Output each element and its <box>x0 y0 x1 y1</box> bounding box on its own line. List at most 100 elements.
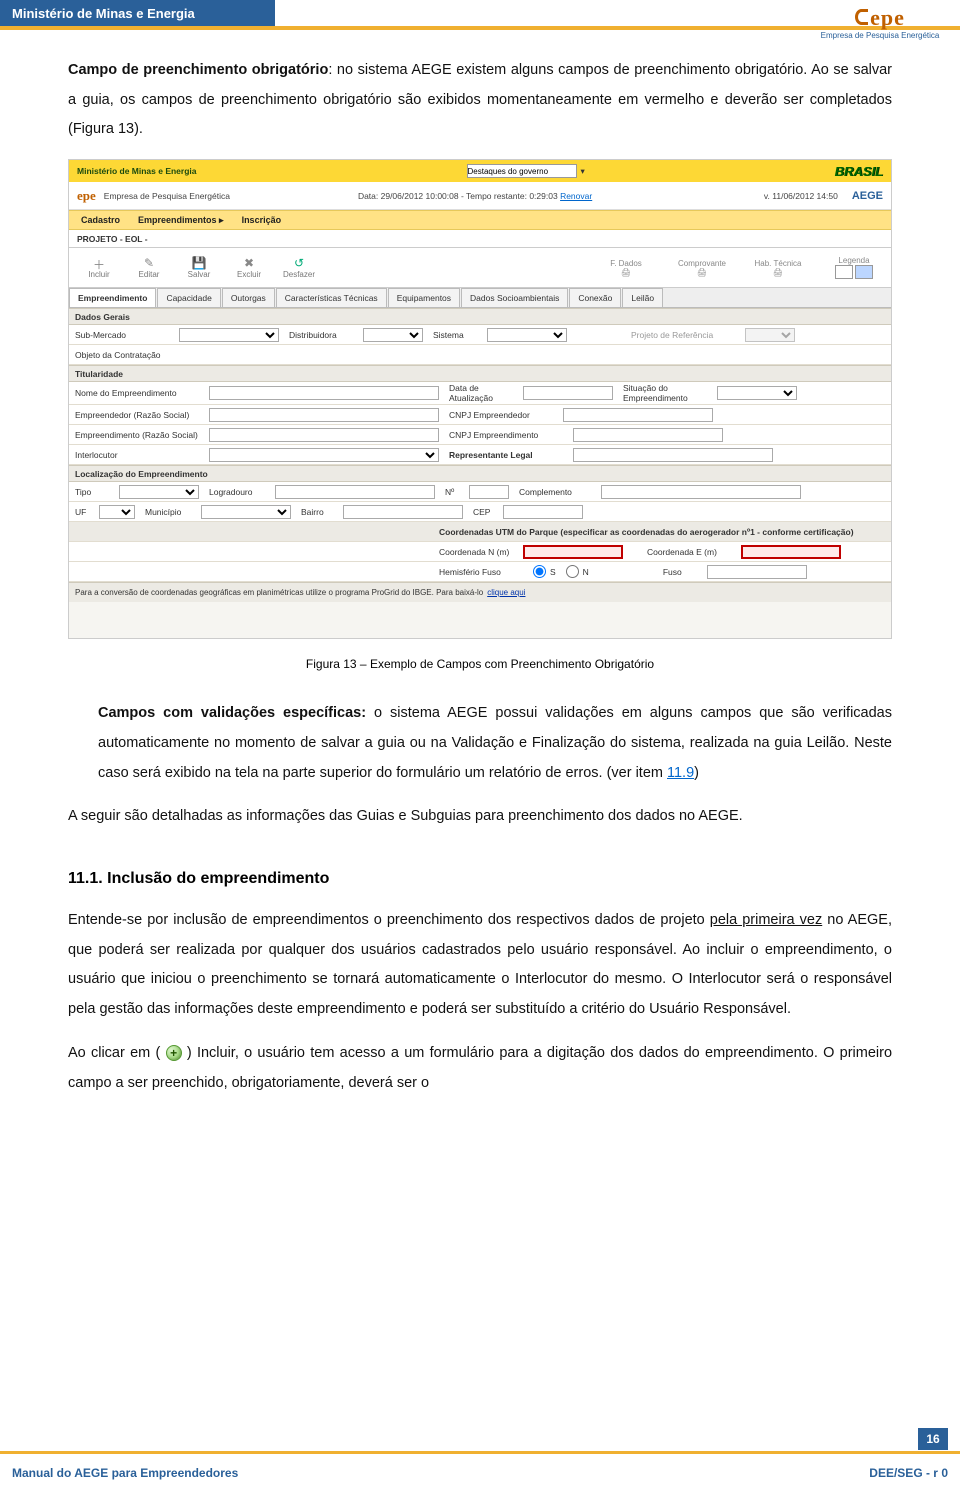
row-hemi: Hemisfério Fuso S N Fuso <box>69 562 891 582</box>
para2-link[interactable]: 11.9 <box>667 765 694 781</box>
footer-right: DEE/SEG - r 0 <box>869 1466 948 1480</box>
sel-submerc[interactable] <box>179 328 279 342</box>
in-cnpj2[interactable] <box>573 428 723 442</box>
in-bairro[interactable] <box>343 505 463 519</box>
sec-dados-gerais: Dados Gerais <box>69 308 891 325</box>
gov-title: Ministério de Minas e Energia <box>77 166 197 176</box>
in-cnpj1[interactable] <box>563 408 713 422</box>
lbl-hs: S <box>550 567 556 577</box>
in-dataatu[interactable] <box>523 386 613 400</box>
header-accent-line <box>0 26 960 30</box>
lbl-cep: CEP <box>473 507 499 517</box>
lbl-salvar: Salvar <box>188 270 211 279</box>
figure-caption: Figura 13 – Exemplo de Campos com Preenc… <box>68 657 892 671</box>
tab-capac[interactable]: Capacidade <box>157 288 220 307</box>
row-uf: UF Município Bairro CEP <box>69 502 891 522</box>
sel-situ[interactable] <box>717 386 797 400</box>
row-razao1: Empreendedor (Razão Social) CNPJ Empreen… <box>69 405 891 425</box>
lbl-interl: Interlocutor <box>75 450 205 460</box>
btn-habtec[interactable]: Hab. Técnica🖨 <box>749 259 807 277</box>
tab-socio[interactable]: Dados Socioambientais <box>461 288 568 307</box>
btn-incluir[interactable]: ＋Incluir <box>77 256 121 279</box>
sel-projref <box>745 328 795 342</box>
sel-sist[interactable] <box>487 328 567 342</box>
radio-hemi-s[interactable] <box>533 565 546 578</box>
lbl-bairro: Bairro <box>301 507 339 517</box>
in-razao2[interactable] <box>209 428 439 442</box>
lbl-cnpj2: CNPJ Empreendimento <box>449 430 569 440</box>
project-bar: PROJETO - EOL - <box>69 230 891 248</box>
gov-combo-input[interactable] <box>467 164 577 178</box>
toolbar: ＋Incluir ✎Editar 💾Salvar ✖Excluir ↺Desfa… <box>69 248 891 288</box>
btn-editar[interactable]: ✎Editar <box>127 256 171 279</box>
tab-outorgas[interactable]: Outorgas <box>222 288 275 307</box>
lbl-logr: Logradouro <box>209 487 271 497</box>
lbl-comprov: Comprovante <box>678 259 726 268</box>
in-repleg[interactable] <box>573 448 773 462</box>
data-line-text: Data: 29/06/2012 10:00:08 - Tempo restan… <box>358 191 558 201</box>
lbl-projref: Projeto de Referência <box>631 330 741 340</box>
lbl-fuso: Fuso <box>663 567 703 577</box>
sel-interl[interactable] <box>209 448 439 462</box>
row-interl: Interlocutor Representante Legal <box>69 445 891 465</box>
sel-uf[interactable] <box>99 505 135 519</box>
renovar-link[interactable]: Renovar <box>560 191 592 201</box>
lbl-num: Nº <box>445 487 465 497</box>
form-zone: Dados Gerais Sub-Mercado Distribuidora S… <box>69 308 891 602</box>
lbl-repleg: Representante Legal <box>449 450 569 460</box>
in-fuso[interactable] <box>707 565 807 579</box>
btn-salvar[interactable]: 💾Salvar <box>177 256 221 279</box>
page-number-box: 16 <box>918 1428 948 1450</box>
lbl-situ: Situação do Empreendimento <box>623 383 713 403</box>
footnote-bar: Para a conversão de coordenadas geográfi… <box>69 582 891 602</box>
lbl-munic: Município <box>145 507 197 517</box>
gov-combo-arrow[interactable]: ▾ <box>581 166 585 177</box>
lbl-hemi: Hemisfério Fuso <box>439 567 529 577</box>
lbl-cnpj1: CNPJ Empreendedor <box>449 410 559 420</box>
in-logr[interactable] <box>275 485 435 499</box>
in-razao1[interactable] <box>209 408 439 422</box>
swatch-blue <box>855 265 873 279</box>
row-tipo: Tipo Logradouro Nº Complemento <box>69 482 891 502</box>
menu-inscricao[interactable]: Inscrição <box>242 215 282 225</box>
lbl-nomeemp: Nome do Empreendimento <box>75 388 205 398</box>
tab-empreend[interactable]: Empreendimento <box>69 288 156 307</box>
footnote-link[interactable]: clique aqui <box>487 588 525 597</box>
menu-empreend[interactable]: Empreendimentos ▸ <box>138 215 224 226</box>
tab-leilao[interactable]: Leilão <box>622 288 663 307</box>
sel-tipo[interactable] <box>119 485 199 499</box>
sel-distr[interactable] <box>363 328 423 342</box>
btn-desfazer[interactable]: ↺Desfazer <box>277 256 321 279</box>
in-compl[interactable] <box>601 485 801 499</box>
swatch-grey <box>835 265 853 279</box>
footer-left: Manual do AEGE para Empreendedores <box>12 1466 238 1480</box>
footer-accent-line <box>0 1451 960 1454</box>
epe-minilogo: epe <box>77 188 96 204</box>
in-coordn[interactable] <box>523 545 623 559</box>
lbl-sist: Sistema <box>433 330 483 340</box>
in-cep[interactable] <box>503 505 583 519</box>
printer-icon: 🖨 <box>621 268 631 277</box>
menu-cadastro[interactable]: Cadastro <box>81 215 120 225</box>
lbl-hn: N <box>583 567 589 577</box>
plus-icon: ＋ <box>77 256 121 270</box>
tab-conex[interactable]: Conexão <box>569 288 621 307</box>
btn-excluir[interactable]: ✖Excluir <box>227 256 271 279</box>
x-icon: ✖ <box>227 256 271 270</box>
radio-hemi-n[interactable] <box>566 565 579 578</box>
in-num[interactable] <box>469 485 509 499</box>
in-coorde[interactable] <box>741 545 841 559</box>
in-nomeemp[interactable] <box>209 386 439 400</box>
gov-top-bar: Ministério de Minas e Energia ▾ BRASIL <box>69 160 891 182</box>
figure-screenshot: Ministério de Minas e Energia ▾ BRASIL e… <box>68 159 892 639</box>
btn-fdados[interactable]: F. Dados🖨 <box>597 259 655 277</box>
btn-comprov[interactable]: Comprovante🖨 <box>673 259 731 277</box>
lbl-tipo: Tipo <box>75 487 115 497</box>
sel-munic[interactable] <box>201 505 291 519</box>
paragraph-3: A seguir são detalhadas as informações d… <box>68 802 892 832</box>
tab-carac[interactable]: Características Técnicas <box>276 288 387 307</box>
tab-equip[interactable]: Equipamentos <box>388 288 460 307</box>
main-menu: Cadastro Empreendimentos ▸ Inscrição <box>69 210 891 230</box>
heading-11-1: 11.1. Inclusão do empreendimento <box>68 870 892 888</box>
sec-locemp: Localização do Empreendimento <box>69 465 891 482</box>
